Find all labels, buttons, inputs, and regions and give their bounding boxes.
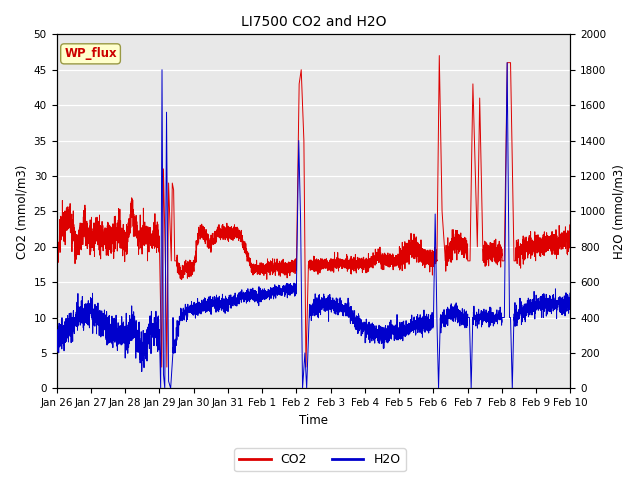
Text: WP_flux: WP_flux xyxy=(64,48,117,60)
Y-axis label: CO2 (mmol/m3): CO2 (mmol/m3) xyxy=(15,164,28,259)
Title: LI7500 CO2 and H2O: LI7500 CO2 and H2O xyxy=(241,15,387,29)
X-axis label: Time: Time xyxy=(299,414,328,427)
Legend: CO2, H2O: CO2, H2O xyxy=(234,448,406,471)
Y-axis label: H2O (mmol/m3): H2O (mmol/m3) xyxy=(612,164,625,259)
